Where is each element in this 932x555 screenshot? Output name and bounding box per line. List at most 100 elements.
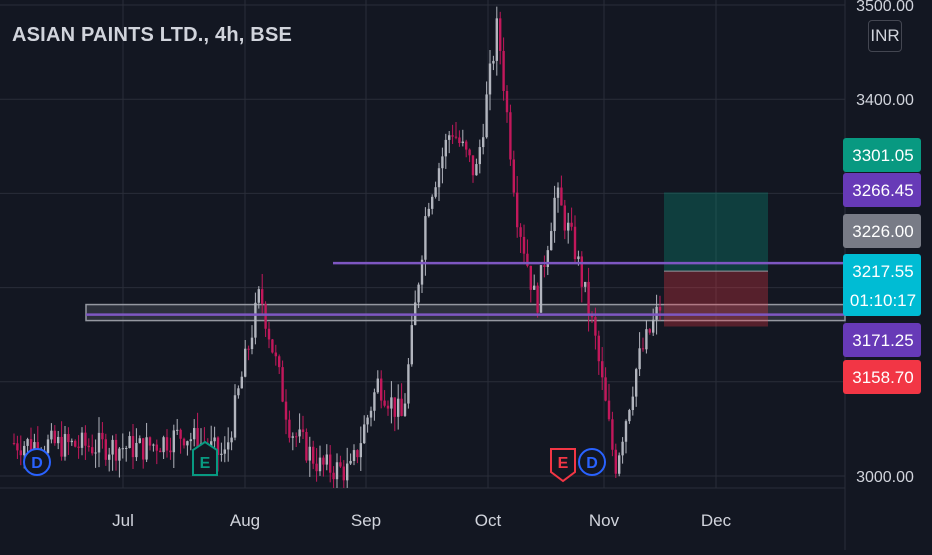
- candle-body: [431, 196, 434, 209]
- candle-body: [509, 112, 512, 160]
- candle-body: [434, 187, 437, 197]
- candle-body: [499, 18, 502, 51]
- candle-body: [74, 440, 77, 447]
- price-tag-label: 3226.00: [852, 222, 913, 241]
- candle-body: [138, 438, 141, 443]
- candle-body: [172, 430, 175, 453]
- price-tag[interactable]: [843, 360, 921, 394]
- candle-body: [655, 306, 658, 320]
- candle-body: [533, 285, 536, 290]
- candle-body: [519, 227, 522, 237]
- candle-body: [12, 443, 16, 445]
- candle-body: [611, 419, 614, 450]
- candle-body: [383, 400, 386, 406]
- candle-body: [488, 63, 492, 95]
- position-loss-zone[interactable]: [664, 271, 768, 327]
- candle-body: [352, 450, 356, 461]
- candle-body: [114, 439, 118, 461]
- candle-body: [213, 437, 216, 442]
- candle-body: [233, 395, 237, 438]
- candle-body: [288, 419, 291, 438]
- candle-body: [420, 259, 424, 285]
- candle-body: [121, 448, 124, 450]
- candle-body: [53, 430, 56, 444]
- candle-body: [261, 289, 264, 305]
- candle-body: [573, 226, 577, 260]
- candle-body: [485, 94, 488, 138]
- candle-body: [274, 352, 277, 357]
- candle-body: [448, 135, 451, 140]
- candle-body: [223, 449, 226, 454]
- x-tick-label: Jul: [112, 511, 134, 530]
- candle-body: [305, 432, 308, 461]
- earnings-event-icon[interactable]: [192, 440, 218, 476]
- candle-body: [570, 222, 573, 227]
- candle-body: [77, 446, 80, 448]
- chart-title: ASIAN PAINTS LTD., 4h, BSE: [12, 24, 293, 46]
- price-tag[interactable]: [843, 323, 921, 357]
- candle-body: [652, 319, 655, 333]
- earnings-event-icon[interactable]: [550, 448, 576, 483]
- candle-body: [281, 367, 284, 402]
- candle-body: [444, 139, 447, 157]
- candle-body: [478, 147, 481, 165]
- candle-body: [597, 335, 600, 362]
- candle-body: [397, 398, 400, 417]
- price-tag[interactable]: [843, 173, 921, 207]
- currency-button[interactable]: INR: [868, 20, 902, 52]
- candle-body: [631, 396, 634, 411]
- candle-body: [560, 187, 563, 206]
- candle-body: [193, 428, 196, 440]
- candle-body: [101, 432, 104, 440]
- candle-body: [427, 208, 430, 217]
- candle-body: [94, 452, 97, 454]
- candle-body: [390, 397, 393, 409]
- candle-body: [128, 436, 131, 448]
- event-label: D: [586, 455, 598, 472]
- dividend-event-icon[interactable]: [23, 448, 51, 476]
- candle-body: [335, 462, 339, 480]
- candle-body: [366, 417, 369, 425]
- candle-body: [46, 439, 50, 453]
- x-tick-label: Sep: [351, 511, 381, 530]
- event-label: D: [31, 455, 43, 472]
- y-tick-label: 3400.00: [856, 92, 914, 109]
- candle-body: [339, 462, 342, 467]
- x-tick-label: Nov: [589, 511, 620, 530]
- position-profit-zone[interactable]: [664, 192, 768, 272]
- candle-body: [295, 436, 298, 438]
- candle-body: [111, 439, 114, 455]
- candle-body: [621, 441, 624, 456]
- candle-body: [104, 439, 107, 460]
- candle-body: [308, 446, 311, 461]
- candle-body: [196, 428, 199, 453]
- candle-body: [516, 192, 519, 228]
- candle-body: [87, 445, 90, 448]
- candle-body: [230, 437, 233, 443]
- candle-body: [563, 205, 566, 231]
- candle-body: [604, 377, 607, 401]
- dividend-event-icon[interactable]: [578, 448, 606, 476]
- candle-body: [135, 442, 138, 458]
- x-tick-label: Oct: [475, 511, 502, 530]
- candle-body: [410, 325, 413, 365]
- candle-body: [298, 429, 301, 437]
- candle-body: [482, 137, 485, 148]
- price-tag[interactable]: [843, 254, 921, 316]
- candle-body: [142, 438, 145, 460]
- candle-body: [325, 454, 328, 465]
- candle-body: [291, 436, 294, 438]
- candle-body: [556, 187, 560, 198]
- candle-body: [403, 403, 407, 416]
- candle-body: [451, 135, 454, 137]
- candle-body: [645, 329, 648, 350]
- candle-body: [271, 339, 274, 353]
- price-tag[interactable]: [843, 138, 921, 172]
- candle-body: [624, 421, 628, 442]
- price-tag[interactable]: [843, 214, 921, 248]
- candle-body: [329, 454, 332, 473]
- candle-body: [312, 446, 315, 464]
